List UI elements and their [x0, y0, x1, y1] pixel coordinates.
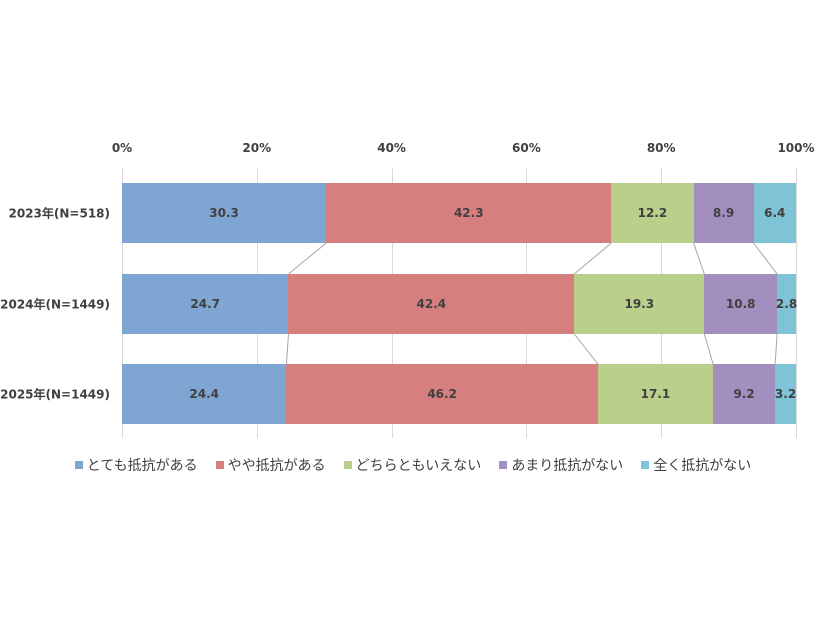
x-tick-label: 20% — [242, 141, 272, 155]
bar-segment: 17.1 — [597, 364, 714, 424]
bar-segment: 24.4 — [122, 364, 287, 424]
legend-item: やや抵抗がある — [215, 455, 326, 475]
bar-segment: 6.4 — [753, 183, 796, 243]
bar-segment: 9.2 — [713, 364, 776, 424]
legend-item: 全く抵抗がない — [641, 455, 751, 475]
bar-segment: 3.2 — [775, 364, 796, 424]
legend-swatch — [343, 461, 352, 469]
x-tick-label: 80% — [646, 141, 676, 155]
category-label: 2025年(N=1449) — [0, 387, 110, 402]
x-tick-label: 40% — [377, 141, 406, 155]
legend-label: やや抵抗がある — [227, 458, 326, 474]
legend-swatch — [74, 461, 83, 469]
legend-swatch — [641, 461, 650, 469]
bar-segment: 46.2 — [286, 364, 598, 424]
legend-item: とても抵抗がある — [74, 455, 198, 475]
legend-item: どちらともいえない — [343, 455, 482, 475]
legend-label: あまり抵抗がない — [511, 458, 624, 474]
x-tick-label: 100% — [777, 141, 815, 155]
bar-segment: 19.3 — [574, 274, 705, 334]
bar-segment: 10.8 — [704, 274, 778, 334]
bar-segment: 12.2 — [611, 183, 694, 243]
bar-segment: 42.3 — [326, 183, 612, 243]
legend-label: 全く抵抗がない — [653, 458, 752, 474]
bar-segment: 42.4 — [288, 274, 575, 334]
legend-swatch — [499, 461, 508, 469]
gridline — [796, 168, 797, 438]
bar-segment: 30.3 — [122, 183, 327, 243]
legend: とても抵抗がある やや抵抗がある どちらともいえない あまり抵抗がない 全く抵抗がない — [0, 455, 826, 475]
legend-swatch — [215, 461, 224, 469]
legend-label: どちらともいえない — [355, 458, 482, 474]
category-label: 2023年(N=518) — [8, 206, 110, 221]
legend-label: とても抵抗がある — [86, 458, 198, 474]
x-tick-label: 0% — [111, 141, 133, 155]
legend-item: あまり抵抗がない — [499, 455, 623, 475]
bar-segment: 24.7 — [122, 274, 289, 334]
bar-segment: 8.9 — [693, 183, 754, 243]
x-tick-label: 60% — [512, 141, 541, 155]
bar-segment: 2.8 — [776, 274, 797, 334]
category-label: 2024年(N=1449) — [0, 297, 110, 312]
